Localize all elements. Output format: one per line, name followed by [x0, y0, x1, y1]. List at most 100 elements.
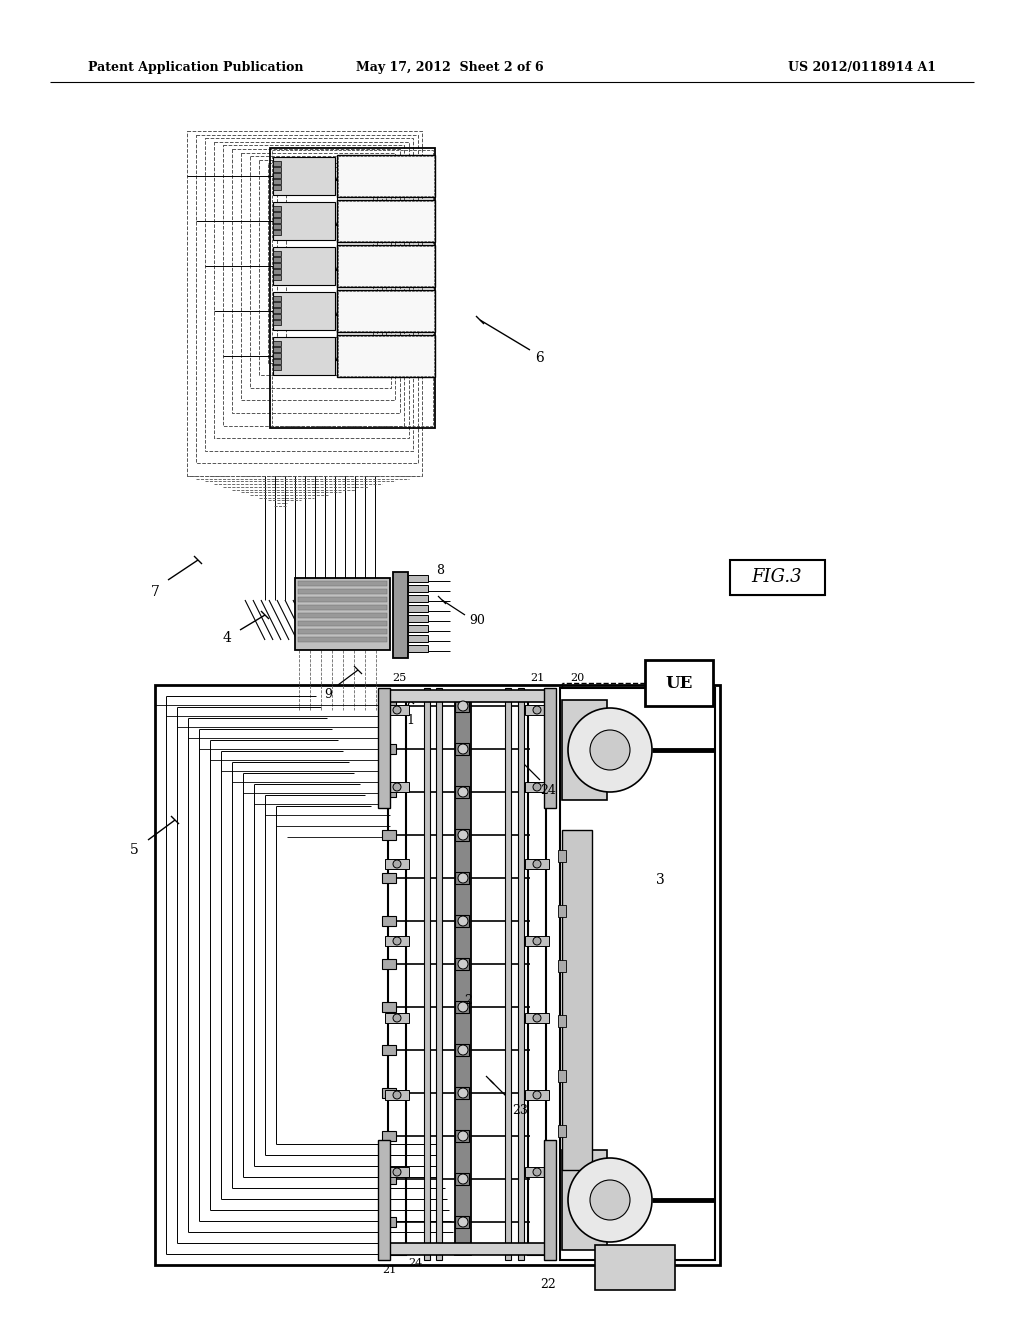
Bar [558, 1125, 566, 1137]
Bar [187, 131, 422, 477]
Bar [408, 624, 428, 632]
Bar [382, 744, 396, 754]
Bar [562, 1150, 607, 1250]
Bar [436, 688, 442, 1261]
Bar [273, 359, 281, 364]
Bar [273, 206, 281, 211]
Circle shape [590, 1180, 630, 1220]
Bar [273, 275, 281, 280]
Bar [273, 202, 335, 240]
Bar [562, 830, 592, 1170]
Bar [455, 693, 471, 1255]
Bar [385, 1090, 409, 1100]
Circle shape [458, 960, 468, 969]
Bar [298, 612, 387, 618]
Bar [382, 701, 396, 711]
Bar [273, 213, 281, 216]
Text: 5: 5 [130, 843, 138, 857]
Bar [273, 292, 335, 330]
Circle shape [458, 1045, 468, 1055]
Bar [337, 246, 435, 286]
Bar [196, 135, 418, 463]
Bar [455, 958, 469, 970]
Circle shape [568, 1158, 652, 1242]
Text: 6: 6 [536, 351, 545, 366]
Text: 21: 21 [530, 673, 544, 682]
Bar [155, 685, 720, 1265]
Bar [382, 916, 396, 927]
Bar [525, 1167, 549, 1177]
Bar [645, 660, 713, 706]
Bar [382, 873, 396, 883]
Bar [455, 1216, 469, 1228]
Text: UE: UE [666, 675, 692, 692]
Bar [388, 1243, 546, 1255]
Bar [382, 1088, 396, 1098]
Circle shape [393, 783, 401, 791]
Bar [385, 859, 409, 869]
Text: 1: 1 [406, 714, 414, 726]
Bar [385, 1167, 409, 1177]
Bar [455, 785, 469, 799]
Bar [338, 156, 434, 195]
Bar [273, 161, 281, 166]
Bar [298, 581, 387, 586]
Circle shape [458, 1131, 468, 1140]
Bar [338, 337, 434, 376]
Bar [273, 319, 281, 325]
Bar [298, 589, 387, 594]
Bar [558, 960, 566, 972]
Bar [273, 247, 335, 285]
Bar [278, 168, 377, 350]
Bar [408, 635, 428, 642]
Bar [273, 341, 281, 346]
Circle shape [534, 937, 541, 945]
Text: 8: 8 [436, 564, 444, 577]
Text: 9: 9 [324, 689, 332, 701]
Circle shape [458, 1173, 468, 1184]
Bar [388, 690, 546, 702]
Bar [525, 705, 549, 715]
Circle shape [393, 861, 401, 869]
Text: 23: 23 [512, 1104, 528, 1117]
Bar [544, 688, 556, 808]
Bar [455, 700, 469, 711]
Text: 24: 24 [408, 1258, 422, 1269]
Bar [338, 246, 434, 286]
Bar [562, 700, 607, 800]
Circle shape [458, 787, 468, 797]
Bar [382, 1131, 396, 1140]
Text: 90: 90 [469, 614, 485, 627]
Circle shape [458, 1002, 468, 1012]
Bar [298, 597, 387, 602]
Circle shape [458, 744, 468, 754]
Bar [408, 576, 428, 582]
Bar [393, 572, 408, 657]
Bar [385, 1012, 409, 1023]
Bar [298, 620, 387, 626]
Bar [525, 1012, 549, 1023]
Text: 4: 4 [222, 631, 231, 645]
Bar [558, 850, 566, 862]
Bar [337, 154, 435, 197]
Bar [455, 1173, 469, 1185]
Bar [273, 185, 281, 190]
Bar [214, 141, 409, 438]
Text: May 17, 2012  Sheet 2 of 6: May 17, 2012 Sheet 2 of 6 [356, 62, 544, 74]
Circle shape [568, 708, 652, 792]
Bar [273, 157, 335, 195]
Circle shape [458, 1088, 468, 1098]
Bar [455, 1001, 469, 1012]
Bar [250, 156, 390, 388]
Bar [408, 595, 428, 602]
Bar [730, 560, 825, 595]
Circle shape [458, 873, 468, 883]
Bar [408, 645, 428, 652]
Bar [273, 180, 281, 183]
Bar [273, 308, 281, 313]
Bar [273, 314, 281, 319]
Bar [382, 1173, 396, 1184]
Bar [408, 615, 428, 622]
Bar [273, 347, 281, 352]
Bar [273, 366, 281, 370]
